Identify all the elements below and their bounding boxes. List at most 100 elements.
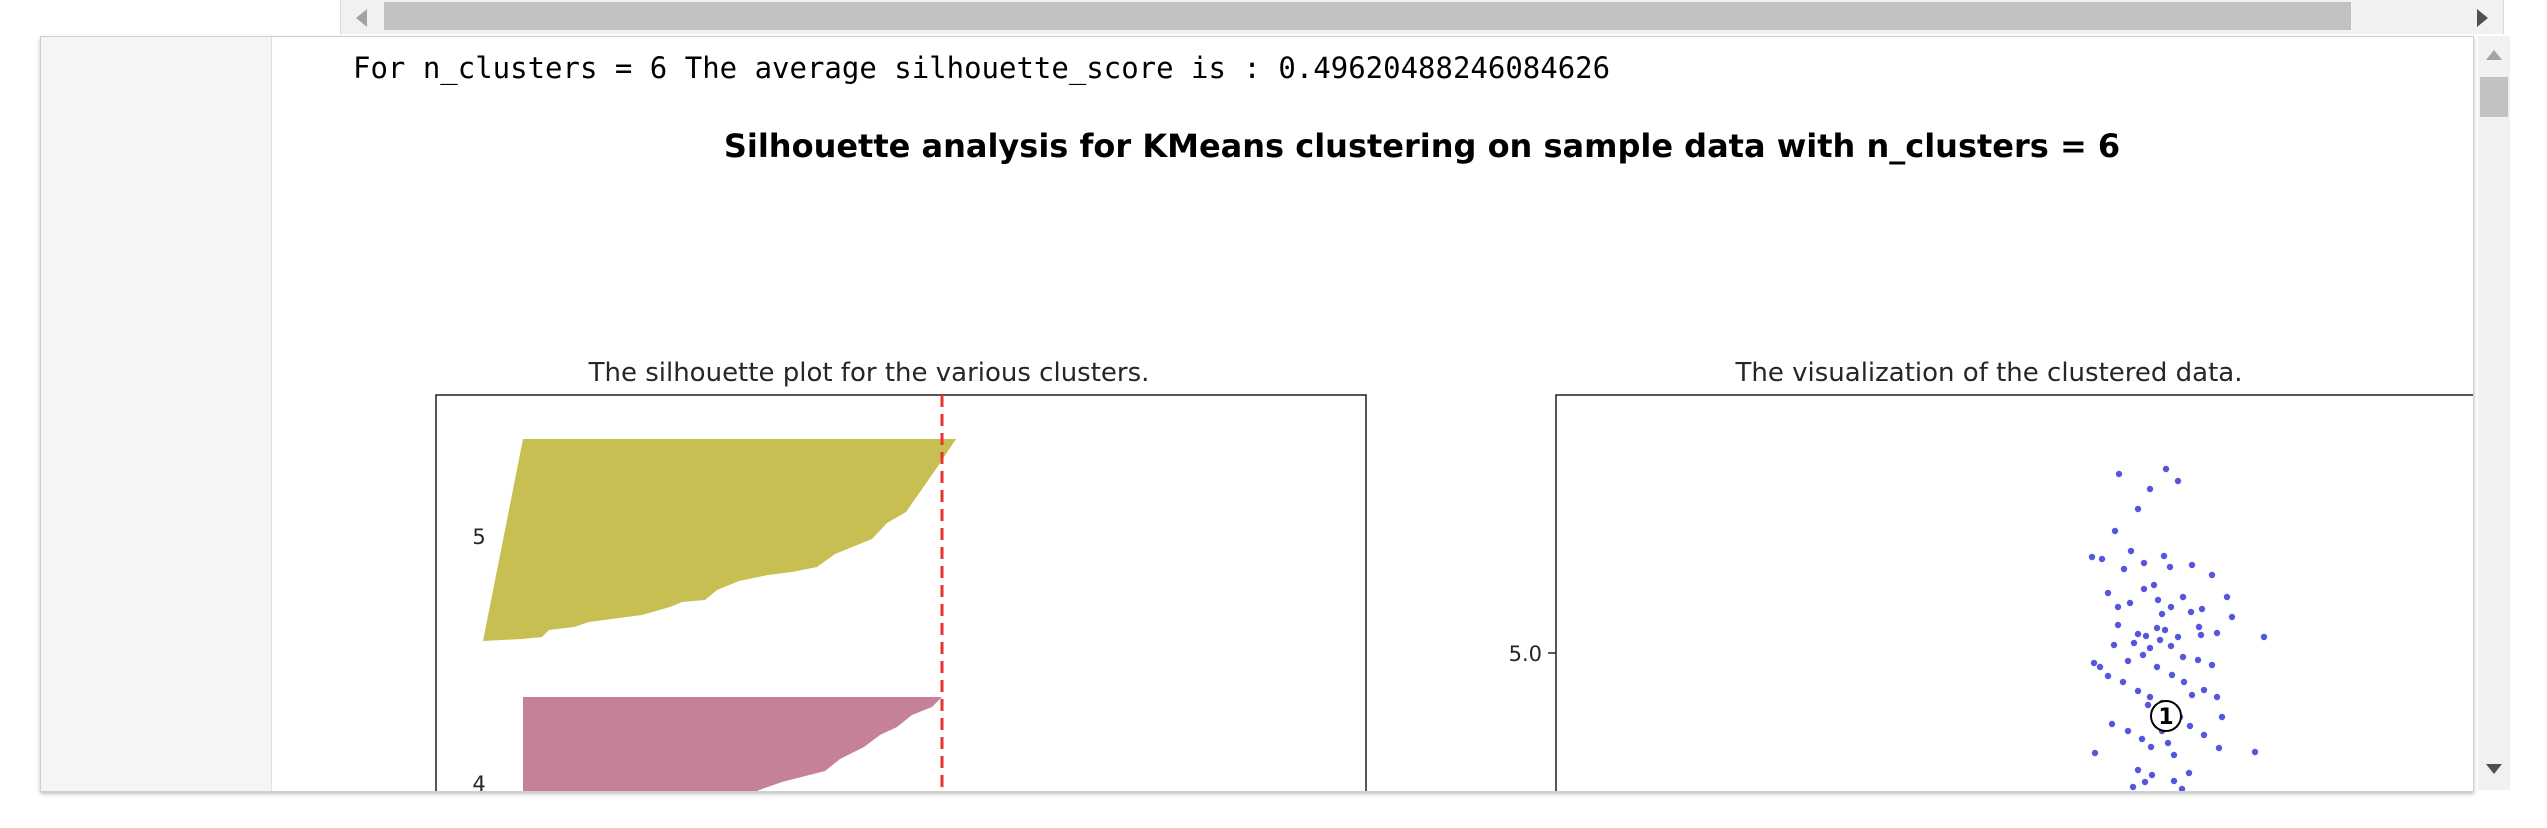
scatter-point [2139,651,2147,659]
scatter-point [2153,624,2161,632]
scatter-point [2088,553,2096,561]
figure-canvas: 5 4 5.0 1 [435,394,2473,791]
silhouette-area-cluster-5 [483,439,956,641]
scatter-point [2178,785,2186,791]
scatter-point [2134,505,2142,513]
cluster-center-label: 1 [2158,705,2173,730]
scatter-point [2168,671,2176,679]
scatter-point [2170,751,2178,759]
scatter-point [2150,581,2158,589]
scatter-point [2260,633,2268,641]
vertical-scrollbar-thumb[interactable] [2480,77,2508,117]
vertical-scrollbar[interactable] [2478,36,2510,790]
scatter-point [2130,639,2138,647]
scatter-point [2223,593,2231,601]
scatter-point [2187,608,2195,616]
scatter-point [2228,613,2236,621]
scatter-point [2146,644,2154,652]
scatter-point [2174,477,2182,485]
output-area: For n_clusters = 6 The average silhouett… [272,37,2473,791]
scatter-point [2166,563,2174,571]
scatter-point [2154,596,2162,604]
cluster-center-marker [2150,700,2182,732]
scatter-point [2179,593,2187,601]
scroll-up-arrow-icon[interactable] [2486,50,2502,60]
scatter-point [2213,693,2221,701]
silhouette-axes-frame [435,394,1367,791]
scatter-point [2194,656,2202,664]
scatter-point [2134,766,2142,774]
silhouette-area-cluster-4 [523,697,942,791]
scatter-point [2161,626,2169,634]
scatter-point [2124,727,2132,735]
scatter-point [2110,641,2118,649]
scatter-point [2180,678,2188,686]
scroll-left-arrow-icon[interactable] [356,9,367,27]
scatter-point [2127,547,2135,555]
scatter-point [2179,653,2187,661]
scatter-point [2167,603,2175,611]
horizontal-scrollbar-thumb[interactable] [384,2,2351,30]
scatter-point [2104,589,2112,597]
scatter-point [2140,585,2148,593]
scatter-point [2167,642,2175,650]
scatter-point [2119,678,2127,686]
scatter-point [2200,686,2208,694]
scatter-point [2114,603,2122,611]
scatter-axes-frame [1555,394,2473,791]
scatter-point [2162,465,2170,473]
scatter-point [2147,743,2155,751]
cluster-visualization-title: The visualization of the clustered data. [1735,358,2243,388]
scatter-point [2090,659,2098,667]
ytick-label-5-0: 5.0 [1509,642,1542,666]
scatter-point [2158,610,2166,618]
scatter-point [2142,632,2150,640]
scatter-point [2148,771,2156,779]
scroll-down-arrow-icon[interactable] [2486,764,2502,774]
scatter-point [2198,605,2206,613]
scatter-point [2170,777,2178,785]
scatter-point [2134,687,2142,695]
scatter-point [2104,672,2112,680]
scatter-point [2160,552,2168,560]
output-prompt-gutter [41,37,272,791]
scatter-point [2186,722,2194,730]
scatter-point [2188,691,2196,699]
scatter-point [2146,693,2154,701]
scatter-point [2141,778,2149,786]
scatter-point [2188,561,2196,569]
ytick-label-cluster-5: 5 [472,525,485,549]
horizontal-scrollbar[interactable] [340,0,2504,34]
scatter-point [2120,565,2128,573]
ytick-label-cluster-4: 4 [472,772,485,791]
scatter-point [2251,748,2259,756]
scatter-point [2197,631,2205,639]
silhouette-plot-title: The silhouette plot for the various clus… [588,358,1150,388]
scatter-point [2208,571,2216,579]
scatter-point [2129,783,2137,791]
scatter-point [2124,657,2132,665]
scatter-point [2215,744,2223,752]
stdout-text: For n_clusters = 6 The average silhouett… [353,51,1611,85]
scatter-point [2114,621,2122,629]
scatter-point [2111,527,2119,535]
scatter-point [2126,599,2134,607]
scatter-points [2088,465,2268,791]
scatter-point [2218,713,2226,721]
scroll-right-arrow-icon[interactable] [2477,9,2488,27]
scatter-point [2134,630,2142,638]
scatter-point [2108,720,2116,728]
scatter-point [2153,663,2161,671]
cell-output-frame: For n_clusters = 6 The average silhouett… [40,36,2474,792]
scatter-point [2096,663,2104,671]
scatter-point [2200,731,2208,739]
scatter-point [2140,559,2148,567]
scatter-point [2091,749,2099,757]
scatter-point [2174,633,2182,641]
scatter-point [2138,735,2146,743]
scatter-point [2146,485,2154,493]
scatter-point [2164,739,2172,747]
scatter-point [2144,701,2152,709]
scatter-point [2156,636,2164,644]
figure-suptitle: Silhouette analysis for KMeans clusterin… [723,127,2121,165]
